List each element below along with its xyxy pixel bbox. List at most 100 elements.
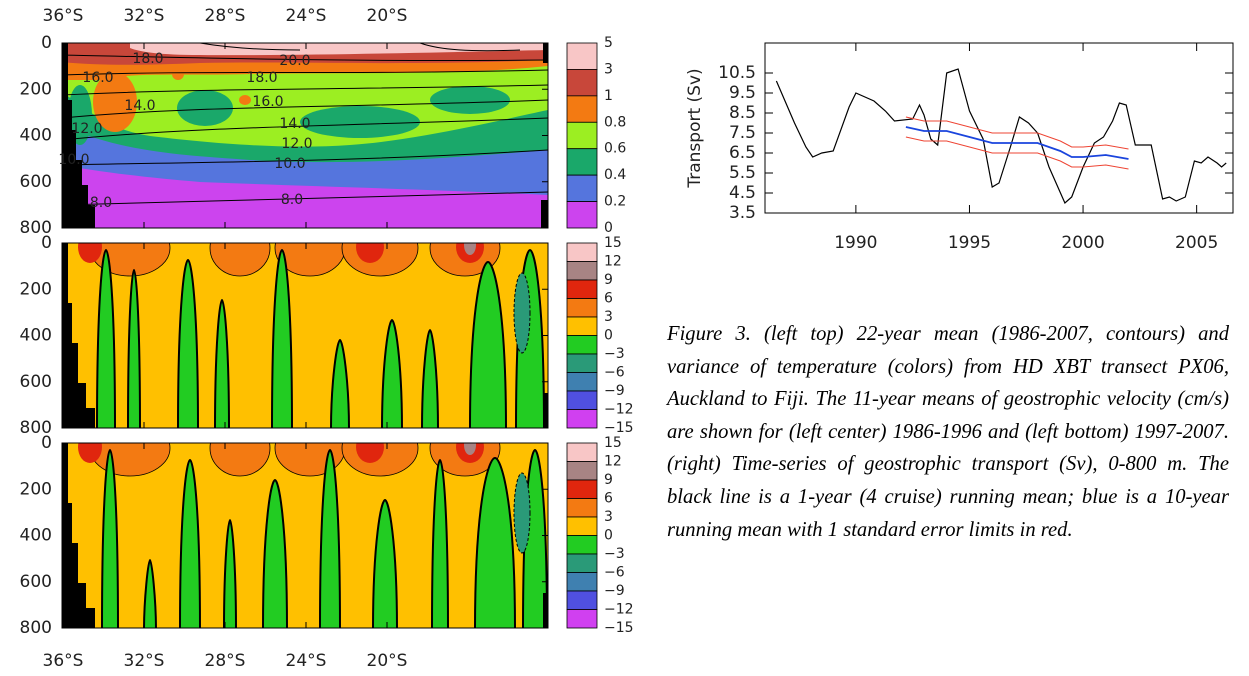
- velocity-blob: [431, 458, 449, 628]
- y-tick-label: 600: [20, 372, 52, 392]
- velocity-blob: [513, 472, 531, 554]
- velocity-blob: [474, 456, 516, 628]
- colorbar-box: [566, 121, 598, 150]
- colorbar-box: [566, 409, 598, 429]
- colorbar-label: −15: [604, 620, 634, 636]
- velocity-blob: [330, 338, 350, 428]
- colorbar-label: 12: [604, 454, 622, 470]
- colorbar-label: −6: [604, 565, 625, 581]
- velocity-blob: [356, 243, 384, 263]
- velocity-blob: [214, 298, 230, 428]
- y-tick-label: 3.5: [729, 203, 756, 223]
- colorbar-label: 0.4: [604, 167, 626, 183]
- velocity-blob: [101, 448, 119, 628]
- colorbar-label: −15: [604, 420, 634, 436]
- colorbar-box: [566, 553, 598, 573]
- x-tick-label: 20°S: [367, 651, 408, 671]
- colorbar-box: [566, 242, 598, 262]
- series-line: [905, 136, 1129, 170]
- colorbar-label: 3: [604, 61, 613, 77]
- y-tick-label: 800: [20, 618, 52, 638]
- contour-label: 18.0: [246, 70, 277, 86]
- velocity-blob: [421, 328, 439, 428]
- y-tick-label: 400: [20, 526, 52, 546]
- x-tick-label: 1990: [834, 233, 877, 253]
- colorbar-label: 6: [604, 291, 613, 307]
- colorbar-label: −6: [604, 365, 625, 381]
- colorbar-box: [566, 42, 598, 70]
- colorbar-label: −12: [604, 402, 634, 418]
- x-tick-label: 36°S: [43, 6, 84, 26]
- contour-label: 18.0: [132, 51, 163, 67]
- y-tick-label: 10.5: [718, 63, 756, 83]
- y-tick-label: 200: [20, 79, 52, 99]
- colorbar-label: 0: [604, 220, 613, 236]
- colorbar-box: [566, 609, 598, 629]
- x-tick-label: 20°S: [367, 6, 408, 26]
- velocity-blob: [177, 258, 199, 428]
- y-tick-label: 400: [20, 126, 52, 146]
- velocity-blob: [381, 318, 403, 428]
- contour-label: 12.0: [281, 136, 312, 152]
- colorbar-box: [566, 148, 598, 176]
- x-tick-label: 32°S: [124, 651, 165, 671]
- y-tick-label: 200: [20, 279, 52, 299]
- colorbar-label: 0.2: [604, 194, 626, 210]
- contour-label: 14.0: [124, 98, 155, 114]
- colorbar-label: −9: [604, 383, 625, 399]
- y-tick-label: 600: [20, 172, 52, 192]
- x-tick-label: 2000: [1061, 233, 1104, 253]
- colorbar-label: −3: [604, 346, 625, 362]
- series-line: [905, 126, 1129, 160]
- contour-label: 12.0: [71, 121, 102, 137]
- x-tick-label: 36°S: [43, 651, 84, 671]
- colorbar-label: 15: [604, 435, 622, 451]
- y-tick-label: 0: [41, 433, 52, 453]
- velocity-blob: [209, 243, 271, 277]
- velocity-blob: [179, 458, 201, 628]
- colorbar-box: [566, 201, 598, 229]
- contour-label: 16.0: [82, 70, 113, 86]
- colorbar-box: [566, 353, 598, 373]
- colorbar-box: [566, 95, 598, 123]
- contour-label: 10.0: [58, 152, 89, 168]
- velocity-field-1986-1996: [62, 243, 548, 428]
- colorbar-box: [566, 516, 598, 536]
- contour-label: 10.0: [274, 156, 305, 172]
- y-tick-label: 6.5: [729, 143, 756, 163]
- colorbar-box: [566, 279, 598, 299]
- y-tick-label: 0: [41, 233, 52, 253]
- colorbar-label: 0: [604, 528, 613, 544]
- y-tick-label: 0: [41, 33, 52, 53]
- velocity-blob: [127, 268, 141, 428]
- land-mask: [68, 503, 95, 628]
- colorbar-box: [566, 298, 598, 318]
- colorbar-label: 9: [604, 272, 613, 288]
- colorbar-label: 6: [604, 491, 613, 507]
- x-tick-label: 28°S: [205, 6, 246, 26]
- colorbar-label: −3: [604, 546, 625, 562]
- colorbar-label: 5: [604, 35, 613, 51]
- y-tick-label: 5.5: [729, 163, 756, 183]
- velocity-blob: [356, 443, 384, 463]
- x-tick-label: 32°S: [124, 6, 165, 26]
- land-mask: [543, 593, 548, 628]
- contour-label: 20.0: [279, 53, 310, 69]
- colorbar-box: [566, 498, 598, 518]
- contour-label: 8.0: [281, 192, 303, 208]
- series-line: [905, 116, 1129, 150]
- velocity-blob: [209, 443, 271, 477]
- colorbar-box: [566, 174, 598, 202]
- velocity-blob: [464, 443, 476, 455]
- colorbar-box: [566, 442, 598, 462]
- x-tick-label: 24°S: [286, 6, 327, 26]
- colorbar-label: −9: [604, 583, 625, 599]
- land-mask: [543, 393, 548, 428]
- colorbar-label: 1: [604, 88, 613, 104]
- y-axis-label: Transport (Sv): [685, 68, 705, 188]
- x-tick-label: 2005: [1175, 233, 1218, 253]
- velocity-blob: [78, 443, 102, 463]
- velocity-blob: [78, 243, 102, 263]
